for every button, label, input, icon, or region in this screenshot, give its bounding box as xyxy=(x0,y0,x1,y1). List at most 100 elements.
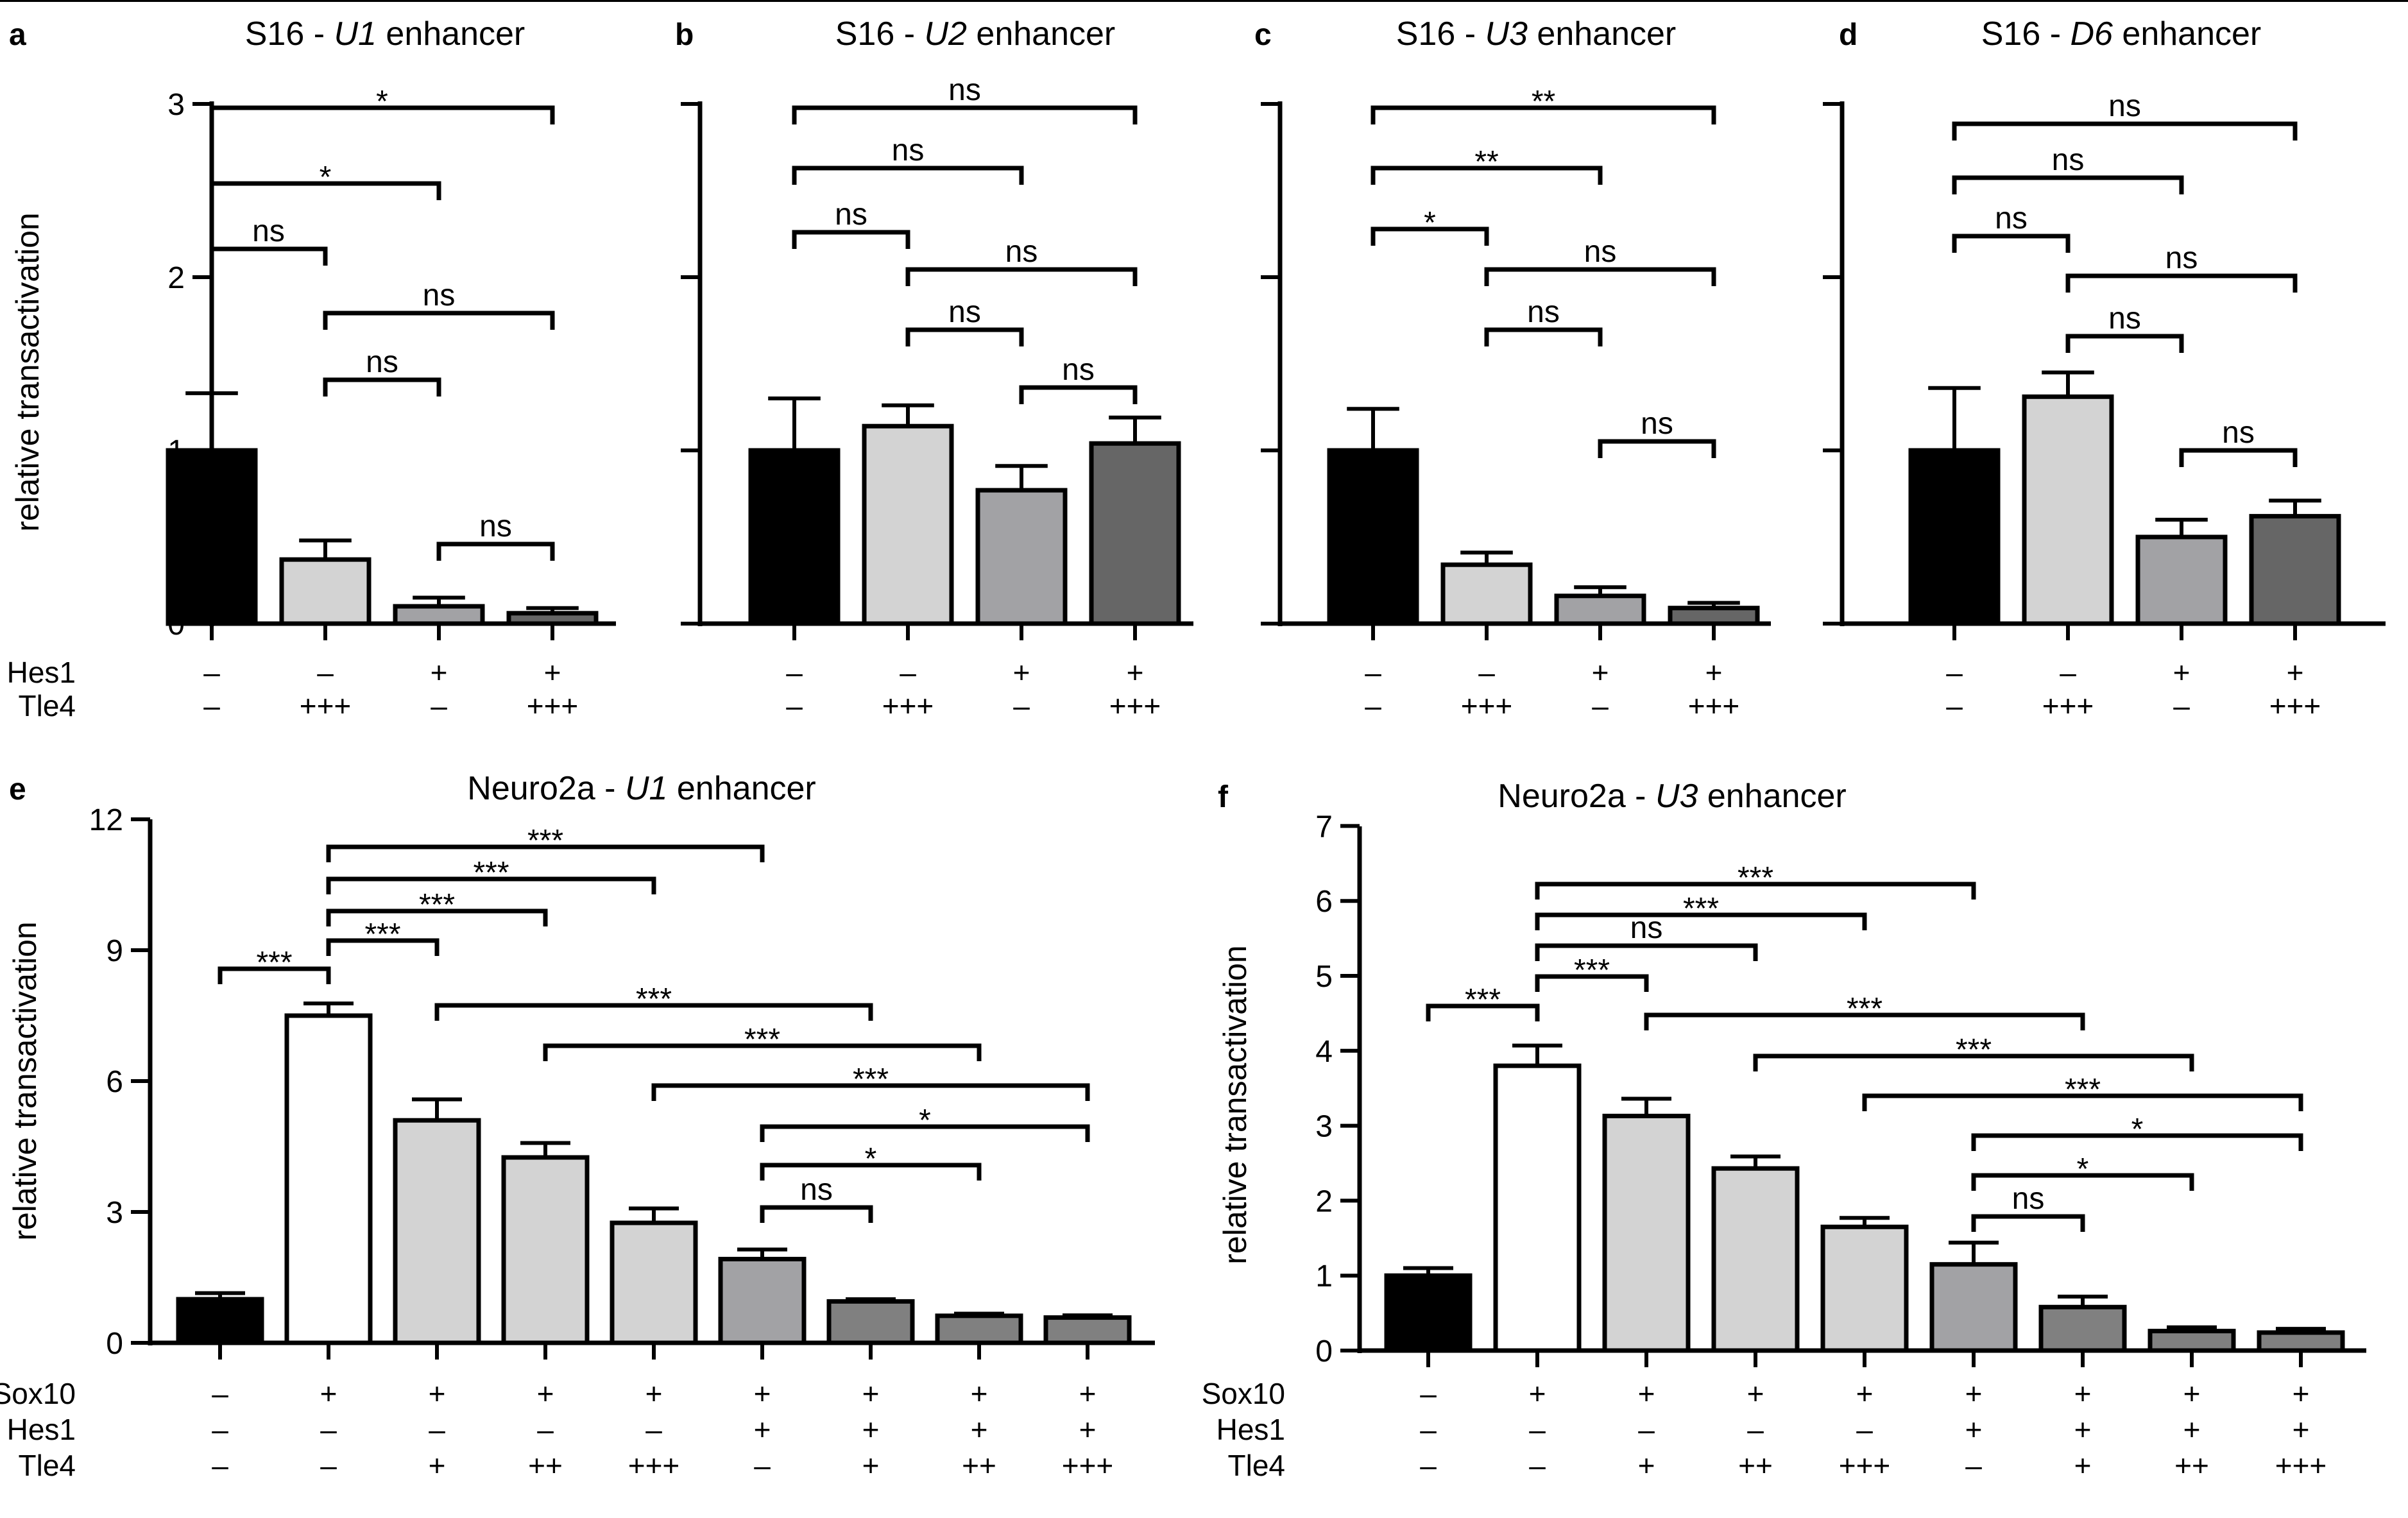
significance-label-a: ns xyxy=(423,278,456,312)
panel-letter-c: c xyxy=(1254,18,1272,52)
chart-title-f: Neuro2a - U3 enhancer xyxy=(1498,778,1846,815)
condition-mark-c: + xyxy=(1705,656,1723,689)
panel-letter-f: f xyxy=(1218,780,1229,814)
condition-mark-f: + xyxy=(2183,1413,2201,1446)
condition-mark-b: – xyxy=(786,689,803,722)
significance-bracket-c xyxy=(1484,267,1716,286)
significance-bracket-f xyxy=(1971,1133,2303,1151)
y-tick-label-a: 3 xyxy=(167,88,185,122)
condition-mark-f: + xyxy=(1638,1377,1655,1410)
significance-label-c: ns xyxy=(1641,407,1673,441)
significance-bracket-e xyxy=(326,844,765,862)
condition-mark-a: + xyxy=(544,656,561,689)
title-part: enhancer xyxy=(1528,15,1676,53)
condition-row-label-a: Hes1 xyxy=(7,656,76,689)
significance-bracket-b xyxy=(905,327,1024,346)
title-part: U2 xyxy=(924,15,967,53)
condition-mark-f: + xyxy=(1638,1449,1655,1482)
condition-mark-e: + xyxy=(320,1377,337,1410)
significance-bracket-a xyxy=(209,246,328,266)
significance-label-a: ns xyxy=(366,345,398,379)
condition-mark-d: + xyxy=(2173,656,2190,689)
bar-e xyxy=(718,1256,807,1345)
significance-bracket-e xyxy=(543,1043,982,1061)
condition-mark-e: – xyxy=(645,1413,662,1446)
significance-label-f: *** xyxy=(1956,1033,1992,1067)
significance-bracket-b xyxy=(792,105,1138,124)
bar-a xyxy=(506,611,599,626)
significance-label-d: ns xyxy=(2222,416,2255,450)
significance-label-f: * xyxy=(2131,1113,2144,1147)
y-tick-label-e: 0 xyxy=(106,1327,123,1361)
significance-label-e: ns xyxy=(800,1173,833,1207)
bar-e xyxy=(935,1313,1023,1345)
title-part: U1 xyxy=(625,770,667,807)
condition-mark-e: ++ xyxy=(528,1449,563,1482)
condition-mark-f: + xyxy=(1747,1377,1764,1410)
significance-bracket-d xyxy=(2179,448,2298,467)
significance-bracket-a xyxy=(209,105,555,124)
bar-b xyxy=(1089,441,1181,626)
significance-bracket-f xyxy=(1971,1173,2194,1191)
condition-mark-e: – xyxy=(212,1377,228,1410)
significance-label-b: ns xyxy=(892,133,925,167)
bar-a xyxy=(393,604,485,626)
bar-a xyxy=(166,448,258,626)
title-part: enhancer xyxy=(377,15,525,53)
significance-bracket-c xyxy=(1484,327,1603,346)
condition-mark-e: + xyxy=(429,1377,446,1410)
condition-mark-f: + xyxy=(2293,1413,2310,1446)
significance-label-f: *** xyxy=(1683,892,1719,926)
condition-mark-a: +++ xyxy=(527,689,579,722)
condition-mark-e: – xyxy=(212,1449,228,1482)
significance-label-c: * xyxy=(1424,206,1436,240)
chart-title-d: S16 - D6 enhancer xyxy=(1981,15,2262,53)
bar-f xyxy=(1820,1224,1909,1353)
condition-mark-f: – xyxy=(1856,1413,1873,1446)
condition-mark-f: + xyxy=(1856,1377,1874,1410)
significance-label-d: ns xyxy=(2108,89,2141,123)
significance-label-e: *** xyxy=(744,1023,780,1057)
significance-bracket-a xyxy=(323,311,555,330)
significance-label-d: ns xyxy=(2052,143,2085,177)
bar-b xyxy=(975,488,1068,626)
condition-mark-e: – xyxy=(537,1413,554,1446)
condition-mark-f: + xyxy=(1965,1377,1983,1410)
significance-label-b: ns xyxy=(1005,235,1038,269)
significance-label-c: ns xyxy=(1527,295,1560,329)
y-axis-label-f: relative transactivation xyxy=(1217,945,1253,1264)
condition-mark-f: + xyxy=(2074,1377,2092,1410)
condition-mark-e: + xyxy=(754,1413,771,1446)
bar-e xyxy=(1043,1315,1132,1345)
condition-mark-b: +++ xyxy=(882,689,934,722)
condition-mark-e: + xyxy=(862,1449,880,1482)
significance-label-b: ns xyxy=(835,198,867,232)
bar-f xyxy=(1929,1262,2018,1353)
condition-mark-f: + xyxy=(2183,1377,2201,1410)
condition-mark-d: +++ xyxy=(2269,689,2321,722)
condition-mark-e: + xyxy=(971,1413,988,1446)
condition-mark-e: +++ xyxy=(1062,1449,1114,1482)
title-part: enhancer xyxy=(967,15,1115,53)
significance-label-e: *** xyxy=(527,824,563,858)
condition-row-label-e: Hes1 xyxy=(7,1413,76,1446)
condition-mark-f: – xyxy=(1529,1413,1546,1446)
condition-mark-e: + xyxy=(754,1377,771,1410)
significance-bracket-d xyxy=(2065,273,2298,293)
condition-mark-e: – xyxy=(212,1413,228,1446)
condition-mark-f: – xyxy=(1638,1413,1655,1446)
bar-f xyxy=(2038,1304,2127,1353)
condition-mark-a: +++ xyxy=(300,689,352,722)
condition-mark-e: – xyxy=(429,1413,445,1446)
bar-b xyxy=(748,448,841,626)
significance-bracket-e xyxy=(218,966,331,984)
bar-f xyxy=(1493,1063,1582,1353)
significance-bracket-e xyxy=(760,1205,873,1223)
significance-bracket-b xyxy=(905,267,1138,286)
panel-b: b S16 - U2 enhancer– – + +– +++ – +++nsnsnsnsns… xyxy=(675,15,1193,722)
condition-row-label-e: Tle4 xyxy=(19,1449,76,1482)
bar-e xyxy=(826,1299,915,1345)
title-part: enhancer xyxy=(2113,15,2261,53)
title-part: enhancer xyxy=(1698,778,1846,815)
bar-e xyxy=(501,1155,590,1345)
